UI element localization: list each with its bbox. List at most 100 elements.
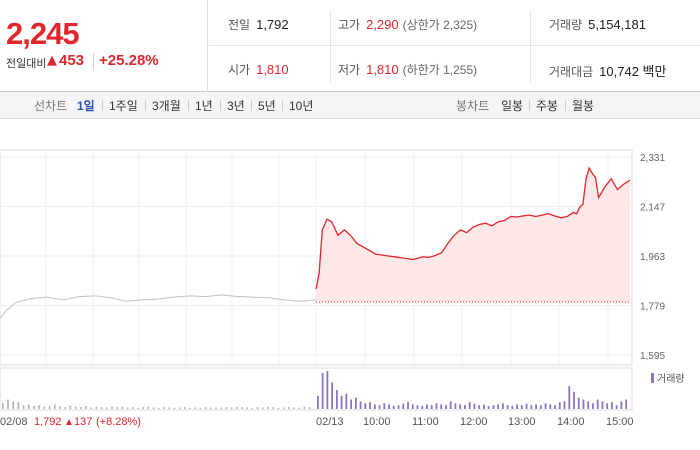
stat-value: 10,742 백만: [599, 64, 667, 79]
divider: [102, 100, 103, 111]
volume-bar: [152, 407, 155, 409]
volume-bar: [364, 403, 367, 409]
y-tick-label: 1,595: [640, 351, 665, 362]
volume-bar: [482, 404, 485, 409]
volume-bar: [430, 405, 433, 409]
price-chart: 2,331 2,147 1,963 1,779 1,595 거래량 02/08 02/13…: [0, 149, 685, 428]
volume-bar: [321, 372, 324, 409]
volume-bar: [241, 407, 243, 409]
volume-bar: [74, 406, 77, 409]
volume-bar: [544, 403, 547, 409]
y-tick-label: 2,147: [640, 203, 665, 214]
volume-bar: [397, 405, 400, 409]
volume-bar: [251, 407, 254, 409]
volume-bar: [558, 402, 561, 409]
volume-bar: [411, 404, 414, 409]
volume-bar: [530, 405, 533, 409]
x-axis: 02/08 02/13 10:00 11:00 12:00 13:00 14:00 15:00: [0, 416, 634, 428]
volume-bar: [516, 404, 518, 409]
stat-value: 5,154,181: [588, 17, 646, 32]
volume-bar: [106, 407, 108, 409]
volume-bar: [445, 405, 447, 409]
volume-bar: [43, 406, 46, 409]
volume-bar: [137, 407, 139, 409]
volume-bar: [345, 393, 348, 409]
volume-bar: [402, 403, 405, 409]
volume-legend-icon: [651, 373, 654, 383]
volume-bar: [625, 399, 628, 409]
volume-bar: [407, 402, 409, 409]
stat-open: 시가 1,810: [228, 61, 289, 78]
volume-bar: [601, 401, 604, 409]
volume-bar: [501, 403, 504, 409]
up-arrow-icon: ▲: [47, 53, 57, 68]
x-tick-label: 15:00: [606, 416, 634, 428]
y-tick-label: 1,963: [640, 252, 665, 263]
volume-bar: [2, 403, 4, 409]
chart-frame: [0, 149, 633, 366]
volume-bar: [373, 404, 376, 409]
volume-bar: [383, 403, 386, 409]
volume-bar: [272, 407, 274, 409]
prev-day-close: 1,792: [34, 416, 62, 428]
volume-bar: [473, 403, 476, 409]
volume-bar: [54, 404, 56, 409]
period-1y-button[interactable]: 1년: [195, 99, 213, 113]
volume-bar: [539, 405, 542, 409]
volume-bar: [298, 407, 300, 409]
volume-bar: [568, 386, 571, 409]
volume-bar: [158, 407, 160, 409]
divider: [529, 100, 530, 111]
volume-bar: [178, 407, 181, 409]
volume-bar: [28, 404, 30, 409]
volume-bar: [392, 405, 395, 409]
candle-weekly-button[interactable]: 주봉: [536, 99, 559, 113]
x-tick-label: 10:00: [363, 416, 391, 428]
divider: [209, 45, 700, 46]
volume-bar: [340, 395, 343, 409]
volume-bar: [126, 407, 129, 409]
volume-bar: [478, 405, 481, 409]
stat-value: 2,290: [366, 17, 399, 32]
volume-bar: [615, 405, 618, 409]
x-tick-label: 02/08: [0, 416, 28, 428]
volume-bar: [121, 406, 124, 409]
volume-bar: [369, 402, 371, 409]
volume-bar: [606, 403, 609, 409]
volume-bar: [620, 401, 623, 409]
volume-bar: [204, 407, 207, 409]
volume-bar: [587, 401, 590, 409]
volume-bar: [80, 407, 82, 409]
period-1w-button[interactable]: 1주일: [109, 99, 138, 113]
volume-bar: [95, 406, 98, 409]
volume-bar: [163, 407, 165, 409]
volume-frame: [0, 367, 633, 411]
stat-label: 고가: [338, 18, 361, 32]
period-1d-button[interactable]: 1일: [77, 99, 95, 113]
candle-daily-button[interactable]: 일봉: [501, 99, 524, 113]
volume-bar: [350, 399, 352, 409]
volume-legend: 거래량: [657, 373, 685, 385]
volume-bar: [464, 405, 466, 409]
volume-bar: [111, 406, 113, 409]
volume-bar: [90, 407, 92, 409]
x-tick-label: 14:00: [557, 416, 585, 428]
period-10y-button[interactable]: 10년: [289, 99, 314, 113]
volume-bar: [282, 407, 285, 409]
today-series: [315, 166, 631, 290]
volume-bar: [549, 404, 552, 409]
volume-bar: [38, 405, 40, 409]
change-label: 전일대비: [6, 57, 47, 70]
stat-prev-close: 전일 1,792: [228, 16, 289, 33]
candle-monthly-button[interactable]: 월봉: [572, 99, 595, 113]
candle-chart-label: 봉차트: [456, 99, 490, 113]
volume-bar: [267, 406, 269, 409]
stat-value: 1,792: [256, 17, 289, 32]
chart-toolbar: 선차트 1일 1주일 3개월 1년 3년 5년 10년 봉차트 일봉 주봉 월봉: [0, 92, 700, 119]
period-3m-button[interactable]: 3개월: [152, 99, 181, 113]
period-5y-button[interactable]: 5년: [258, 99, 276, 113]
period-3y-button[interactable]: 3년: [227, 99, 245, 113]
volume-bar: [48, 405, 51, 409]
volume-bar: [577, 397, 580, 409]
volume-bar: [147, 406, 150, 409]
